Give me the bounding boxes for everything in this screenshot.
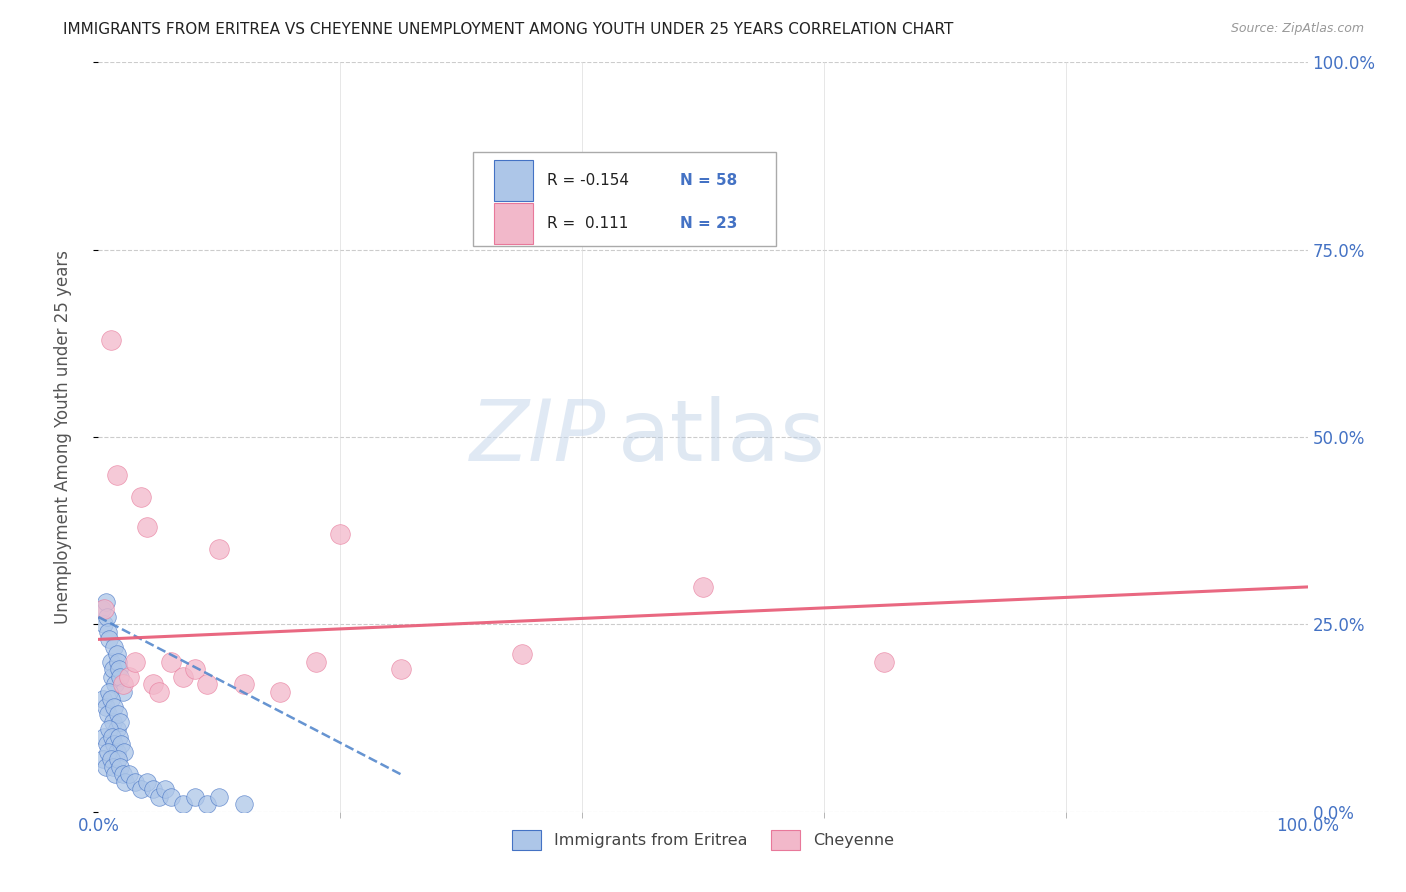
Y-axis label: Unemployment Among Youth under 25 years: Unemployment Among Youth under 25 years (53, 250, 72, 624)
Point (96, 610, 118, 624)
Point (107, 752, 129, 766)
Point (184, 789, 207, 804)
Point (195, 677, 218, 691)
Text: Source: ZipAtlas.com: Source: ZipAtlas.com (1230, 22, 1364, 36)
Point (172, 670, 194, 684)
Point (104, 767, 127, 781)
Text: atlas: atlas (619, 395, 827, 479)
Point (98, 632, 121, 647)
Point (105, 467, 128, 482)
Point (195, 797, 218, 812)
Point (111, 677, 134, 691)
Point (94, 760, 117, 774)
Bar (494, 160, 533, 201)
Point (172, 797, 194, 812)
Point (129, 490, 152, 504)
Point (124, 774, 146, 789)
Text: ZIP: ZIP (470, 395, 606, 479)
Point (124, 655, 146, 669)
Point (118, 670, 141, 684)
Point (142, 782, 165, 797)
Point (98, 723, 121, 737)
Text: IMMIGRANTS FROM ERITREA VS CHEYENNE UNEMPLOYMENT AMONG YOUTH UNDER 25 YEARS CORR: IMMIGRANTS FROM ERITREA VS CHEYENNE UNEM… (63, 22, 953, 37)
Point (97, 745, 120, 759)
Point (208, 789, 231, 804)
Point (105, 648, 128, 662)
FancyBboxPatch shape (474, 153, 776, 246)
Point (97, 707, 120, 722)
Point (269, 685, 291, 699)
Point (111, 685, 134, 699)
Point (101, 662, 124, 676)
Point (91, 692, 114, 706)
Point (873, 655, 896, 669)
Point (153, 782, 176, 797)
Point (91, 602, 114, 616)
Point (114, 774, 136, 789)
Point (93, 730, 115, 744)
Point (329, 527, 352, 541)
Point (129, 782, 152, 797)
Text: N = 58: N = 58 (681, 173, 737, 187)
Point (305, 655, 328, 669)
Point (100, 730, 122, 744)
Point (103, 737, 125, 751)
Point (100, 692, 122, 706)
Point (108, 670, 131, 684)
Point (101, 714, 124, 729)
Point (135, 520, 157, 534)
Point (94, 595, 117, 609)
Text: R = -0.154: R = -0.154 (547, 173, 628, 187)
Point (135, 774, 157, 789)
Point (389, 662, 412, 676)
Point (93, 602, 115, 616)
Point (98, 685, 121, 699)
Point (692, 580, 714, 594)
Point (208, 542, 231, 557)
Point (232, 677, 254, 691)
Point (105, 745, 128, 759)
Point (232, 797, 254, 812)
Point (107, 655, 129, 669)
Point (103, 699, 125, 714)
Point (100, 333, 122, 347)
Point (104, 677, 127, 691)
Point (142, 677, 165, 691)
Point (184, 662, 207, 676)
Point (100, 655, 122, 669)
Point (107, 707, 129, 722)
Point (118, 767, 141, 781)
Point (93, 617, 115, 632)
Text: R =  0.111: R = 0.111 (547, 216, 628, 231)
Point (108, 760, 131, 774)
Legend: Immigrants from Eritrea, Cheyenne: Immigrants from Eritrea, Cheyenne (506, 824, 900, 856)
Bar (494, 202, 533, 244)
Text: N = 23: N = 23 (681, 216, 737, 231)
Point (510, 648, 533, 662)
Point (111, 767, 134, 781)
Point (110, 737, 132, 751)
Point (91, 752, 114, 766)
Point (108, 662, 131, 676)
Point (160, 789, 183, 804)
Point (96, 737, 118, 751)
Point (97, 624, 120, 639)
Point (100, 752, 122, 766)
Point (112, 745, 135, 759)
Point (160, 655, 183, 669)
Point (148, 789, 170, 804)
Point (94, 699, 117, 714)
Point (101, 760, 124, 774)
Point (108, 714, 131, 729)
Point (105, 723, 128, 737)
Point (103, 640, 125, 654)
Point (100, 670, 122, 684)
Point (148, 685, 170, 699)
Point (108, 730, 131, 744)
